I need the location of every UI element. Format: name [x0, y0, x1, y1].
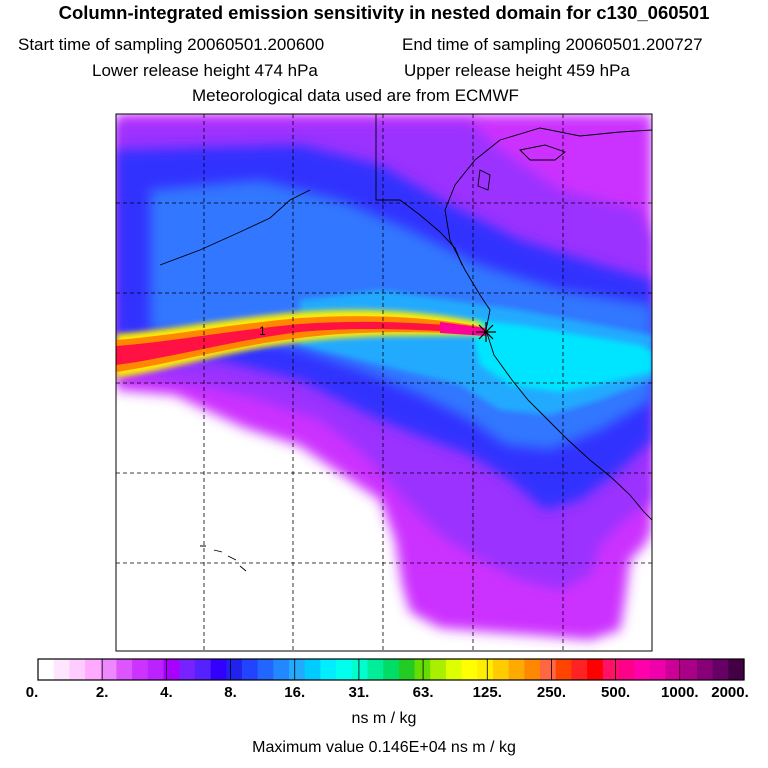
colorbar-swatch: [712, 659, 729, 680]
colorbar-swatch: [587, 659, 604, 680]
colorbar: [38, 659, 745, 680]
colorbar-swatch: [445, 659, 463, 680]
colorbar-swatch: [147, 659, 165, 680]
colorbar-tick-label: 125.: [472, 684, 502, 701]
sensitivity-field: 1: [116, 114, 652, 651]
start-time: Start time of sampling 20060501.200600: [18, 35, 325, 54]
plume-orange: [116, 316, 486, 372]
colorbar-swatch: [100, 659, 118, 680]
colorbar-tick-label: 1000.: [661, 684, 699, 701]
colorbar-swatch: [508, 659, 525, 680]
colorbar-swatch: [257, 659, 274, 680]
colorbar-units: ns m / kg: [351, 710, 417, 727]
colorbar-swatch: [289, 659, 306, 680]
colorbar-swatch: [540, 659, 557, 680]
map-frame: [115, 113, 653, 652]
colorbar-swatch: [320, 659, 337, 680]
colorbar-tick-label: 0.: [25, 684, 39, 701]
colorbar-swatch: [383, 659, 400, 680]
colorbar-swatch: [273, 659, 290, 680]
colorbar-tick-label: 16.: [284, 684, 306, 701]
colorbar-swatch: [132, 659, 149, 680]
colorbar-swatch: [430, 659, 447, 680]
colorbar-swatch: [665, 659, 682, 680]
colorbar-tick-label: 2000.: [711, 684, 749, 701]
colorbar-tick-label: 500.: [601, 684, 631, 701]
colorbar-swatch: [194, 659, 212, 680]
colorbar-swatch: [116, 659, 133, 680]
colorbar-swatch: [69, 659, 86, 680]
colorbar-swatch: [367, 659, 384, 680]
colorbar-tick-label: 8.: [224, 684, 237, 701]
colorbar-tick-label: 4.: [160, 684, 173, 701]
colorbar-tick-label: 250.: [536, 684, 567, 701]
lower-release-height: Lower release height 474 hPa: [92, 61, 318, 80]
met-data-source: Meteorological data used are from ECMWF: [192, 86, 519, 105]
colorbar-swatch: [163, 659, 180, 680]
colorbar-swatch: [85, 659, 102, 680]
graticule: [116, 114, 652, 651]
colorbar-swatch: [696, 659, 714, 680]
colorbar-tick-label: 2.: [95, 684, 109, 701]
colorbar-frame: [37, 658, 745, 681]
plume-pink: [440, 322, 486, 336]
colorbar-swatch: [728, 659, 745, 680]
colorbar-swatch: [304, 659, 321, 680]
colorbar-swatch: [602, 659, 620, 680]
colorbar-swatch: [461, 659, 478, 680]
colorbar-swatch: [414, 659, 431, 680]
colorbar-swatch: [241, 659, 259, 680]
colorbar-swatch: [571, 659, 588, 680]
cyan-region: [470, 320, 652, 392]
colorbar-swatch: [555, 659, 573, 680]
colorbar-swatch: [634, 659, 651, 680]
colorbar-swatch: [351, 659, 369, 680]
colorbar-swatch: [681, 659, 698, 680]
colorbar-swatch: [524, 659, 541, 680]
colorbar-swatch: [336, 659, 353, 680]
colorbar-swatch: [38, 659, 55, 680]
colorbar-swatch: [649, 659, 667, 680]
colorbar-swatch: [618, 659, 635, 680]
colorbar-swatch: [53, 659, 70, 680]
colorbar-swatch: [477, 659, 494, 680]
map-title: Column-integrated emission sensitivity i…: [58, 2, 710, 23]
colorbar-swatch: [179, 659, 196, 680]
colorbar-tick-label: 31.: [348, 684, 370, 701]
release-point-marker: [476, 322, 496, 342]
upper-release-height: Upper release height 459 hPa: [404, 61, 630, 80]
colorbar-tick-label: 63.: [412, 684, 434, 701]
release-marker-label: 1: [259, 324, 266, 338]
colorbar-swatch: [226, 659, 243, 680]
colorbar-swatch: [210, 659, 227, 680]
colorbar-swatch: [492, 659, 510, 680]
maximum-value: Maximum value 0.146E+04 ns m / kg: [252, 739, 516, 756]
end-time: End time of sampling 20060501.200727: [402, 35, 703, 54]
colorbar-swatch: [398, 659, 416, 680]
